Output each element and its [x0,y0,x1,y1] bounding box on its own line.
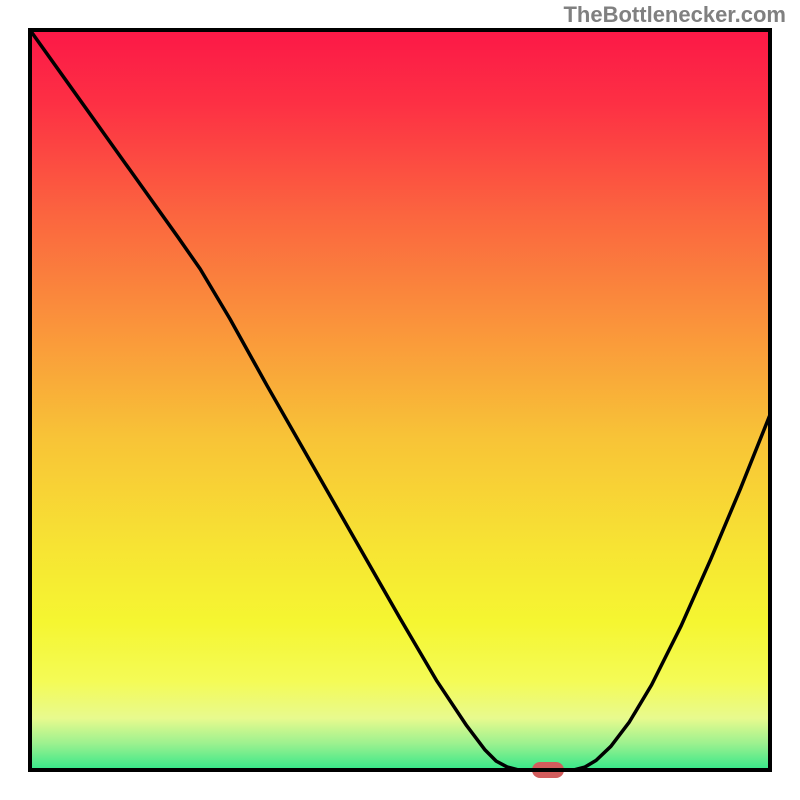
bottleneck-chart: TheBottlenecker.com [0,0,800,800]
plot-background [30,30,770,770]
watermark-text: TheBottlenecker.com [563,2,786,27]
